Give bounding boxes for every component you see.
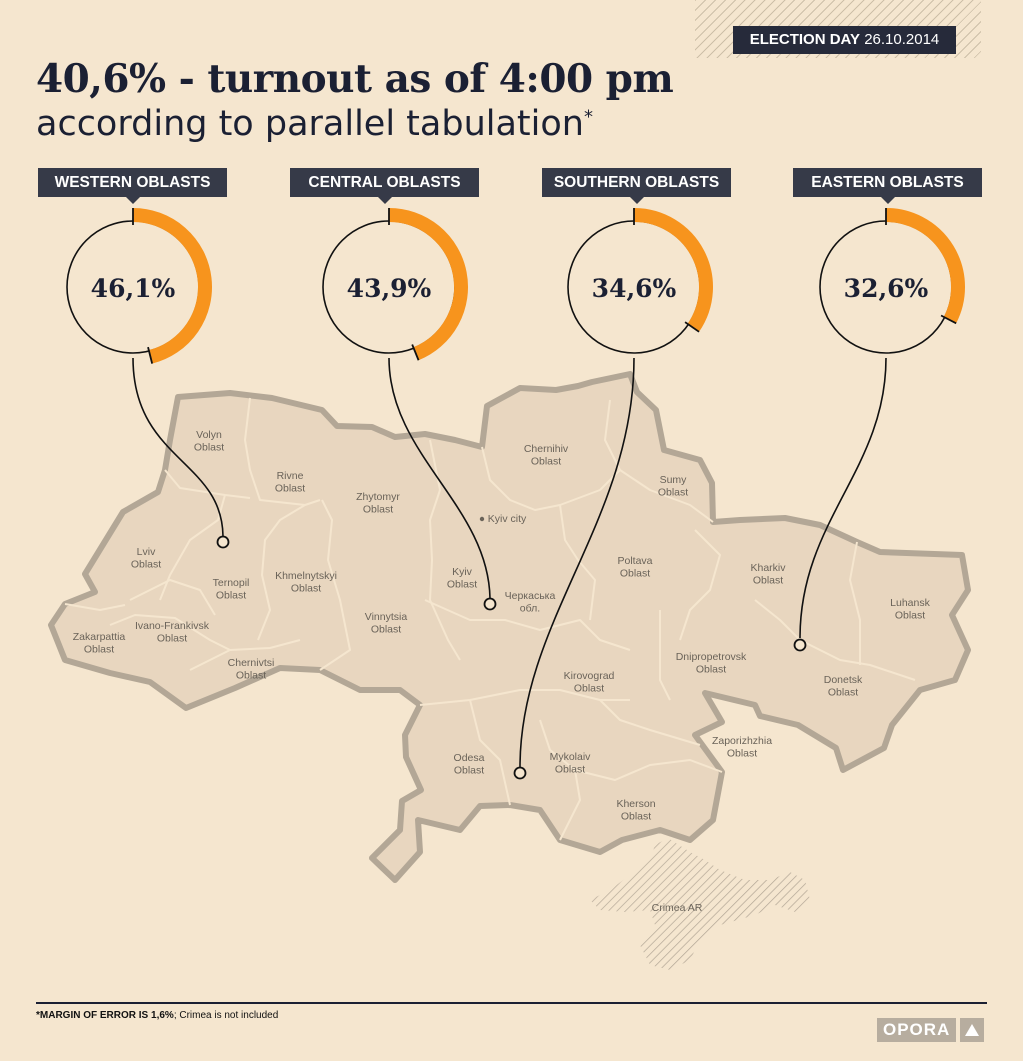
footnote-bold: *MARGIN OF ERROR IS 1,6% [36,1010,174,1021]
connector-western [132,357,224,537]
gauge-end-tick [411,344,420,361]
region-label-kyiv: Kyiv Oblast [447,566,477,591]
gauge-value: 46,1% [91,274,176,303]
footnote-rest: ; Crimea is not included [173,1010,279,1021]
oblast-borders [64,397,916,841]
gauge-turnout-arc [885,208,965,324]
badge-prefix: ELECTION DAY [749,31,861,48]
connector-eastern [799,357,887,639]
region-label-rivne: Rivne Oblast [275,470,305,495]
gauge-end-tick [684,321,700,333]
kyiv-city-dot [479,516,485,522]
badge-date: 26.10.2014 [864,31,940,48]
region-label-odesa: Odesa Oblast [454,752,485,777]
gauge-value: 34,6% [592,274,677,303]
region-label-mykolaiv: Mykolaiv Oblast [550,751,592,776]
pin-eastern [793,638,807,652]
region-label-vinnytsia: Vinnytsia Oblast [365,611,408,636]
page-subtitle: according to parallel tabulation* [36,104,593,144]
label-western-oblasts: WESTERN OBLASTS [38,168,227,204]
page-title: 40,6% - turnout as of 4:00 pm [36,56,674,102]
region-label-luhansk: Luhansk Oblast [890,597,930,622]
region-label-donetsk: Donetsk Oblast [824,674,863,699]
connector-central [388,357,491,599]
region-label-zakarpattia: Zakarpattia Oblast [73,631,126,656]
election-day-badge: ELECTION DAY 26.10.2014 [733,26,956,54]
region-label-dnipropetrovsk: Dnipropetrovsk Oblast [676,651,747,676]
region-label-poltava: Poltava Oblast [617,555,652,580]
region-label-kyiv-city: Kyiv city [488,513,527,525]
gauge-end-tick [940,314,957,325]
region-label-kharkiv: Kharkiv Oblast [750,562,786,587]
gauge-end-tick [147,346,154,364]
region-label-cherkasy: Черкаська обл. [505,590,556,615]
subtitle-text: according to parallel tabulation [36,104,584,144]
region-label-volyn: Volyn Oblast [194,429,224,454]
triangle-logo-icon [960,1018,985,1042]
gauge-central: 43,9% [322,208,468,361]
gauge-western: 46,1% [66,208,212,364]
region-label-crimea: Crimea AR [652,902,703,914]
footnote: *MARGIN OF ERROR IS 1,6%; Crimea is not … [36,1010,278,1021]
gauge-turnout-arc [633,208,713,332]
pin-western [216,535,230,549]
region-label-khmelnytskyi: Khmelnytskyi Oblast [275,570,337,595]
gauge-southern: 34,6% [567,208,713,354]
gauge-turnout-arc [388,208,468,361]
gauge-value: 43,9% [347,274,432,303]
region-label-zaporizhzhia: Zaporizhzhia Oblast [712,735,772,760]
region-label-kirovograd: Kirovograd Oblast [564,670,615,695]
subtitle-asterisk: * [583,106,593,128]
connector-southern [519,357,635,768]
footer-divider [36,1002,987,1004]
region-label-sumy: Sumy Oblast [658,474,688,499]
region-label-zhytomyr: Zhytomyr Oblast [356,491,400,516]
region-label-ivano-frankivsk: Ivano-Frankivsk Oblast [135,620,210,645]
ukraine-outline [48,371,971,883]
region-label-kherson: Kherson Oblast [616,798,655,823]
logo-text: OPORA [877,1018,957,1042]
label-southern-oblasts: SOUTHERN OBLASTS [542,168,731,204]
pin-southern [513,766,527,780]
label-eastern-oblasts: EASTERN OBLASTS [793,168,982,204]
pin-central [483,597,497,611]
region-label-lviv: Lviv Oblast [131,546,161,571]
label-central-oblasts: CENTRAL OBLASTS [290,168,479,204]
region-label-chernivtsi: Chernivtsi Oblast [228,657,275,682]
gauge-value: 32,6% [844,274,929,303]
region-label-chernihiv: Chernihiv Oblast [524,443,569,468]
gauge-eastern: 32,6% [819,208,965,354]
opora-logo: OPORA [877,1018,985,1042]
region-label-ternopil: Ternopil Oblast [213,577,250,602]
gauge-turnout-arc [132,208,212,364]
crimea-region [590,838,810,970]
